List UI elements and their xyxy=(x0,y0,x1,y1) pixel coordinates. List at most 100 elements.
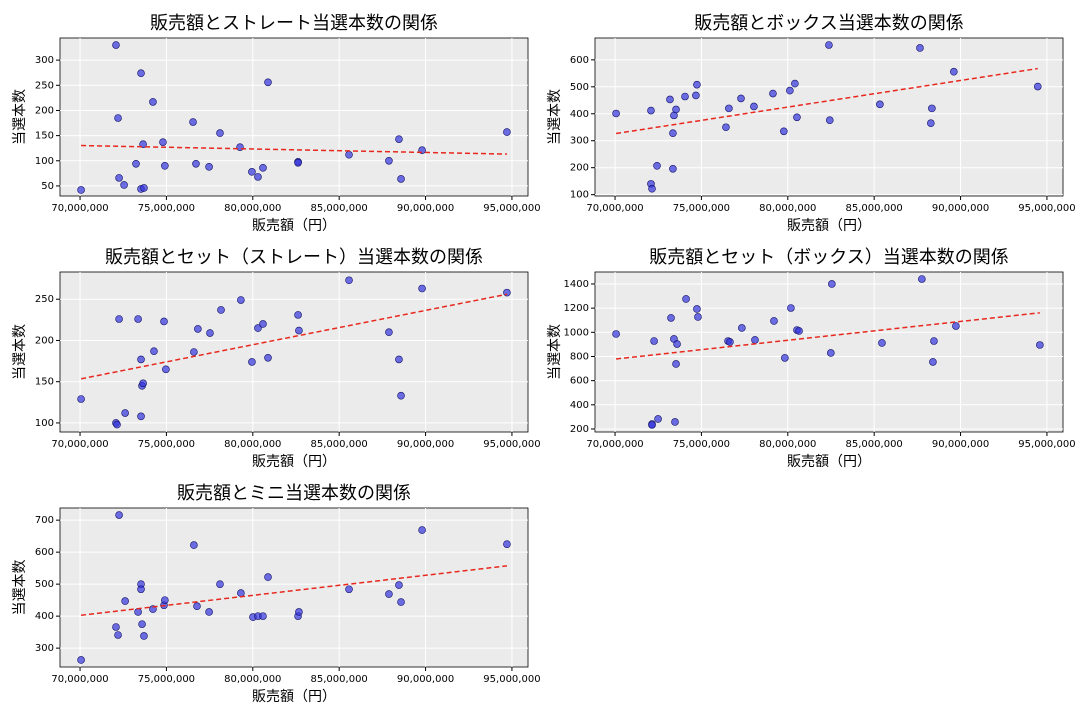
data-point xyxy=(205,163,213,171)
data-point xyxy=(134,315,142,323)
trend-line xyxy=(615,67,1038,135)
x-tick-label: 80,000,000 xyxy=(759,439,816,450)
data-point xyxy=(254,324,262,332)
data-point xyxy=(345,585,353,594)
y-tick-label: 150 xyxy=(35,131,54,142)
data-point xyxy=(825,116,834,125)
x-tick-label: 75,000,000 xyxy=(138,203,195,214)
data-point xyxy=(672,105,680,114)
data-point xyxy=(259,320,267,328)
data-point xyxy=(189,118,197,126)
data-point xyxy=(503,128,511,136)
trend-line xyxy=(80,293,508,380)
data-point xyxy=(294,158,302,167)
data-point xyxy=(194,325,202,333)
x-tick-label: 90,000,000 xyxy=(397,203,454,214)
data-point xyxy=(751,336,759,344)
y-tick-label: 100 xyxy=(35,156,54,167)
data-point xyxy=(950,67,958,76)
data-point xyxy=(345,276,353,285)
data-point xyxy=(397,391,405,400)
data-point xyxy=(385,156,393,165)
data-point xyxy=(693,80,701,89)
x-tick-label: 90,000,000 xyxy=(932,439,989,450)
x-tick-label: 85,000,000 xyxy=(846,203,903,214)
x-tick-label: 80,000,000 xyxy=(224,203,281,214)
y-tick-label: 700 xyxy=(35,515,54,526)
data-point xyxy=(149,98,157,106)
data-point xyxy=(828,280,836,288)
y-tick-label: 500 xyxy=(570,82,589,93)
data-point xyxy=(738,324,746,332)
x-tick-label: 90,000,000 xyxy=(397,439,454,450)
y-tick-label: 600 xyxy=(570,55,589,66)
data-point xyxy=(132,159,140,168)
plot-area xyxy=(59,507,529,668)
data-point xyxy=(878,339,886,347)
subplot-title: 販売額とボックス当選本数の関係 xyxy=(694,13,963,34)
data-point xyxy=(647,106,655,115)
x-tick-label: 95,000,000 xyxy=(1018,203,1075,214)
x-tick-label: 80,000,000 xyxy=(224,674,281,685)
data-point xyxy=(137,412,145,421)
data-point xyxy=(397,175,405,183)
data-point xyxy=(217,306,225,314)
data-point xyxy=(787,304,795,312)
x-tick-label: 75,000,000 xyxy=(673,439,730,450)
data-point xyxy=(216,129,224,137)
data-point xyxy=(397,598,405,606)
data-point xyxy=(205,608,213,616)
data-point xyxy=(161,162,169,170)
x-tick-label: 85,000,000 xyxy=(846,439,903,450)
data-point xyxy=(722,123,730,132)
data-point xyxy=(137,69,145,78)
data-point xyxy=(669,129,677,137)
data-point xyxy=(928,104,936,113)
data-point xyxy=(137,355,145,364)
y-tick-label: 600 xyxy=(570,376,589,387)
data-point xyxy=(139,140,147,148)
subplot-title: 販売額とミニ当選本数の関係 xyxy=(177,483,411,504)
data-point xyxy=(650,337,658,345)
data-point xyxy=(770,317,778,325)
data-point xyxy=(1036,341,1044,349)
subplot: 70,000,000 75,000,000 80,000,000 85,000,000… xyxy=(12,13,541,234)
data-point xyxy=(295,608,303,616)
data-point xyxy=(750,102,758,111)
x-tick-label: 80,000,000 xyxy=(759,203,816,214)
y-tick-label: 600 xyxy=(35,547,54,558)
data-point xyxy=(264,353,272,362)
subplot: 70,000,000 75,000,000 80,000,000 85,000,000… xyxy=(547,13,1076,234)
data-point xyxy=(395,581,403,589)
x-tick-label: 70,000,000 xyxy=(586,439,643,450)
x-axis-label: 販売額（円） xyxy=(252,218,336,234)
data-point xyxy=(769,89,777,98)
y-tick-label: 400 xyxy=(570,400,589,411)
data-point xyxy=(115,174,123,182)
data-point xyxy=(264,78,272,87)
y-tick-label: 200 xyxy=(35,105,54,116)
data-point xyxy=(114,114,122,122)
data-point xyxy=(77,656,85,664)
x-tick-label: 75,000,000 xyxy=(138,674,195,685)
y-tick-label: 1000 xyxy=(564,327,589,338)
y-axis-label: 当選本数 xyxy=(12,324,28,380)
data-point xyxy=(206,329,214,337)
y-tick-label: 100 xyxy=(570,190,589,201)
x-tick-label: 90,000,000 xyxy=(932,203,989,214)
data-point xyxy=(827,349,835,357)
data-point xyxy=(159,138,167,146)
plot-area xyxy=(59,271,529,433)
y-tick-label: 300 xyxy=(35,643,54,654)
data-point xyxy=(150,347,158,355)
y-tick-label: 250 xyxy=(35,80,54,91)
data-point xyxy=(259,164,267,172)
data-point xyxy=(161,596,169,604)
data-point xyxy=(160,317,168,326)
y-tick-label: 50 xyxy=(41,181,54,192)
data-point xyxy=(930,337,938,345)
x-axis-label: 販売額（円） xyxy=(252,454,336,470)
plot-area xyxy=(59,37,529,197)
data-point xyxy=(673,340,681,348)
